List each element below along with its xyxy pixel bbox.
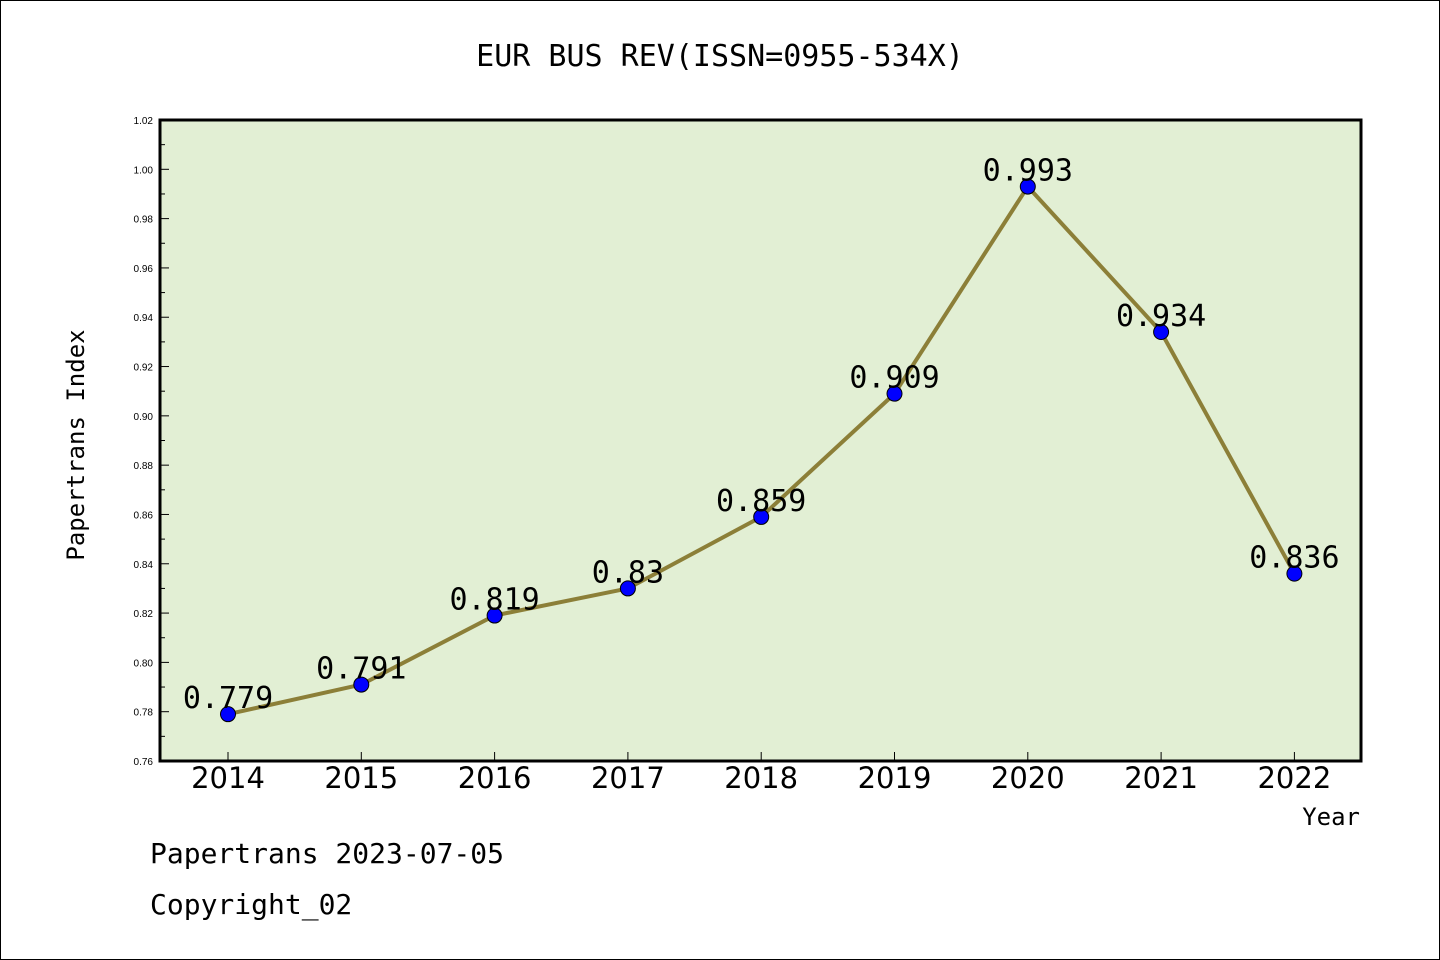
data-point — [619, 580, 636, 597]
x-tick-label: 2020 — [991, 761, 1065, 795]
chart-title: EUR BUS REV(ISSN=0955-534X) — [476, 39, 964, 74]
x-tick-label: 2017 — [591, 761, 665, 795]
data-point — [1019, 178, 1036, 195]
y-tick-label: 0.96 — [134, 264, 154, 275]
y-tick-label: 1.02 — [134, 116, 154, 127]
x-tick-label: 2016 — [458, 761, 532, 795]
data-label: 0.819 — [449, 583, 539, 618]
y-axis-label: Papertrans Index — [62, 329, 90, 560]
y-tick-label: 0.90 — [134, 412, 154, 423]
data-point — [220, 706, 236, 723]
data-label: 0.779 — [183, 681, 273, 716]
x-tick-label: 2014 — [191, 761, 265, 795]
y-tick-label: 0.84 — [134, 560, 154, 571]
footer-date: Papertrans 2023-07-05 — [150, 837, 504, 870]
data-labels: 0.779 0.791 0.819 0.83 0.859 0.909 0.993 0.934 0… — [183, 154, 1340, 717]
x-axis-label: Year — [1302, 803, 1360, 831]
y-tick-label: 0.94 — [134, 313, 154, 324]
x-tick-label: 2019 — [858, 761, 932, 795]
y-tick-label: 1.00 — [134, 165, 154, 176]
data-label: 0.934 — [1116, 299, 1206, 334]
data-label: 0.859 — [716, 484, 806, 519]
y-tick-label: 0.92 — [134, 363, 154, 374]
y-tick-label: 0.86 — [134, 510, 154, 521]
data-label: 0.83 — [592, 555, 664, 590]
data-point — [1286, 565, 1303, 582]
x-tick-label: 2022 — [1257, 761, 1331, 795]
series-papertrans-index — [220, 178, 1303, 723]
y-tick-label: 0.76 — [134, 757, 154, 768]
x-tick-label: 2015 — [324, 761, 398, 795]
y-tick-label: 0.80 — [134, 658, 154, 669]
data-label: 0.791 — [316, 652, 406, 687]
y-tick-label: 0.88 — [134, 461, 154, 472]
plot-area — [158, 118, 1363, 763]
footer-copyright: Copyright_02 — [150, 888, 352, 922]
data-point — [753, 508, 770, 525]
y-tick-label: 0.82 — [134, 609, 154, 620]
data-point — [1153, 324, 1170, 341]
data-point — [486, 607, 503, 624]
y-axis: 0.76 0.78 0.80 0.82 0.84 0.86 0.88 0.90 0.92 0.94… — [134, 116, 169, 768]
data-label: 0.836 — [1249, 541, 1339, 576]
x-tick-label: 2021 — [1124, 761, 1198, 795]
data-point — [886, 385, 903, 402]
x-tick-label: 2018 — [724, 761, 798, 795]
x-axis: 2014 2015 2016 2017 2018 2019 2020 2021 2022 — [191, 752, 1331, 795]
y-tick-label: 0.98 — [134, 215, 154, 226]
data-label: 0.993 — [983, 154, 1073, 189]
data-label: 0.909 — [849, 361, 939, 396]
y-tick-label: 0.78 — [134, 708, 154, 719]
data-point — [353, 676, 370, 693]
